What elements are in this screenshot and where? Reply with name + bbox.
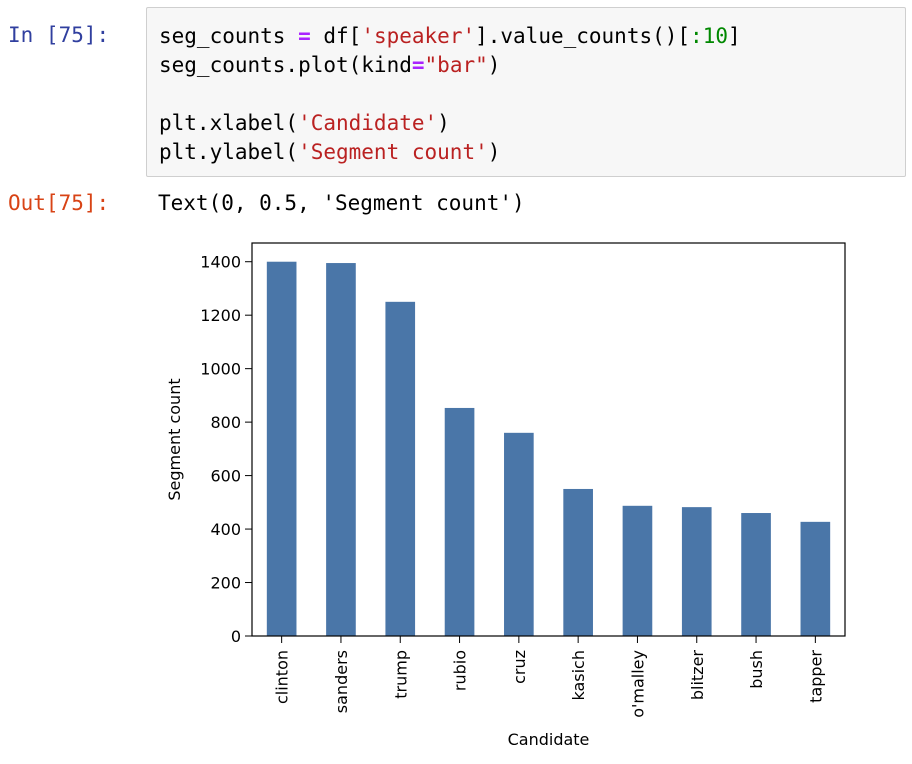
code-input-cell[interactable]: seg_counts = df['speaker'].value_counts(… xyxy=(146,7,906,177)
code-line: seg_counts = df['speaker'].value_counts(… xyxy=(159,22,741,51)
x-tick-label: cruz xyxy=(510,650,529,684)
code-token: :10 xyxy=(690,24,728,48)
y-axis-label: Segment count xyxy=(165,378,184,500)
bar-cruz xyxy=(504,432,534,636)
x-tick-label: rubio xyxy=(451,650,470,691)
code-token: ] xyxy=(727,24,741,48)
x-tick-label: blitzer xyxy=(688,650,707,701)
code-token: df[ xyxy=(310,24,362,48)
code-token: "bar" xyxy=(424,53,488,77)
input-prompt: In [75]: xyxy=(8,23,110,47)
code-token: ) xyxy=(437,111,450,135)
code-token: = xyxy=(411,53,425,77)
code-token: seg_counts.plot(kind xyxy=(159,53,412,77)
y-tick-label: 1000 xyxy=(200,360,241,379)
x-tick-label: trump xyxy=(391,650,410,699)
x-tick-label: clinton xyxy=(273,650,292,704)
plot-frame xyxy=(251,242,846,637)
bar-trump xyxy=(385,301,416,636)
output-prompt: Out[75]: xyxy=(8,191,110,215)
bar-blitzer xyxy=(681,507,712,636)
bar-omalley xyxy=(622,505,653,636)
code-line: plt.xlabel('Candidate') xyxy=(159,109,741,138)
y-tick-label: 200 xyxy=(210,574,241,593)
code-token: 'Candidate' xyxy=(298,111,438,135)
y-tick-label: 600 xyxy=(210,467,241,486)
bar-kasich xyxy=(563,488,593,636)
y-tick-label: 1400 xyxy=(200,253,241,272)
code-token: ) xyxy=(487,140,501,164)
x-tick-label: bush xyxy=(747,650,766,689)
code-token: = xyxy=(298,24,311,48)
y-tick-label: 1200 xyxy=(200,306,241,325)
x-tick-label: o'malley xyxy=(628,650,647,718)
bar-sanders xyxy=(326,263,356,636)
bar-bush xyxy=(741,513,771,636)
bar-rubio xyxy=(444,407,475,636)
x-tick-label: sanders xyxy=(332,650,351,713)
bar-tapper xyxy=(800,521,831,636)
code-line: plt.ylabel('Segment count') xyxy=(159,138,741,167)
code-token: plt.xlabel( xyxy=(159,111,299,135)
output-text: Text(0, 0.5, 'Segment count') xyxy=(158,191,525,215)
code-token: ].value_counts()[ xyxy=(475,24,691,48)
code-token: 'Segment count' xyxy=(298,140,488,164)
code-line: seg_counts.plot(kind="bar") xyxy=(159,51,741,80)
y-tick-label: 800 xyxy=(210,413,241,432)
code-block[interactable]: seg_counts = df['speaker'].value_counts(… xyxy=(159,22,741,167)
code-token: seg_counts xyxy=(159,24,299,48)
code-token: ) xyxy=(487,53,501,77)
bar-clinton xyxy=(266,261,297,636)
code-token: 'speaker' xyxy=(361,24,476,48)
x-tick-label: tapper xyxy=(806,650,825,703)
y-tick-label: 400 xyxy=(210,520,241,539)
y-tick-label: 0 xyxy=(231,627,241,646)
x-axis-label: Candidate xyxy=(508,730,590,749)
x-tick-label: kasich xyxy=(569,650,588,701)
code-token: plt.ylabel( xyxy=(159,140,299,164)
